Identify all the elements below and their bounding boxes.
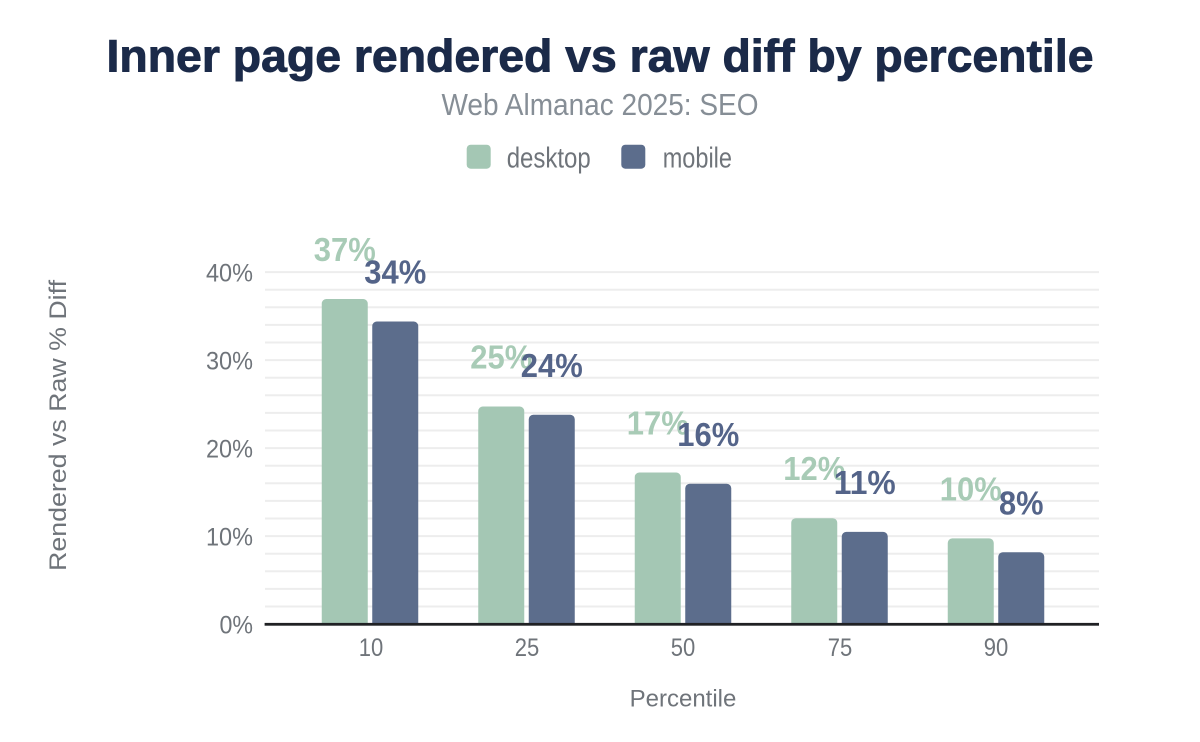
svg-text:10%: 10% bbox=[206, 523, 253, 551]
svg-text:17%: 17% bbox=[627, 406, 689, 443]
svg-text:0%: 0% bbox=[220, 611, 254, 639]
svg-text:90: 90 bbox=[984, 634, 1009, 662]
svg-text:30%: 30% bbox=[206, 347, 253, 375]
svg-text:37%: 37% bbox=[314, 232, 376, 269]
svg-text:desktop: desktop bbox=[507, 142, 591, 174]
svg-text:11%: 11% bbox=[834, 465, 896, 502]
svg-text:10: 10 bbox=[359, 634, 384, 662]
svg-text:Percentile: Percentile bbox=[630, 686, 737, 713]
svg-text:Inner page rendered vs raw dif: Inner page rendered vs raw diff by perce… bbox=[107, 30, 1094, 81]
svg-text:40%: 40% bbox=[206, 259, 253, 287]
svg-text:50: 50 bbox=[671, 634, 696, 662]
svg-text:20%: 20% bbox=[206, 435, 253, 463]
svg-text:16%: 16% bbox=[677, 417, 739, 454]
svg-text:24%: 24% bbox=[521, 348, 583, 385]
svg-text:8%: 8% bbox=[999, 485, 1044, 522]
svg-text:Rendered vs Raw % Diff: Rendered vs Raw % Diff bbox=[45, 280, 72, 571]
svg-text:10%: 10% bbox=[940, 471, 1002, 508]
svg-text:25: 25 bbox=[515, 634, 540, 662]
svg-text:75: 75 bbox=[828, 634, 853, 662]
svg-text:34%: 34% bbox=[364, 255, 426, 292]
svg-text:Web Almanac 2025: SEO: Web Almanac 2025: SEO bbox=[442, 87, 759, 122]
svg-text:mobile: mobile bbox=[663, 142, 732, 174]
svg-text:12%: 12% bbox=[783, 451, 845, 488]
svg-text:25%: 25% bbox=[470, 340, 532, 377]
